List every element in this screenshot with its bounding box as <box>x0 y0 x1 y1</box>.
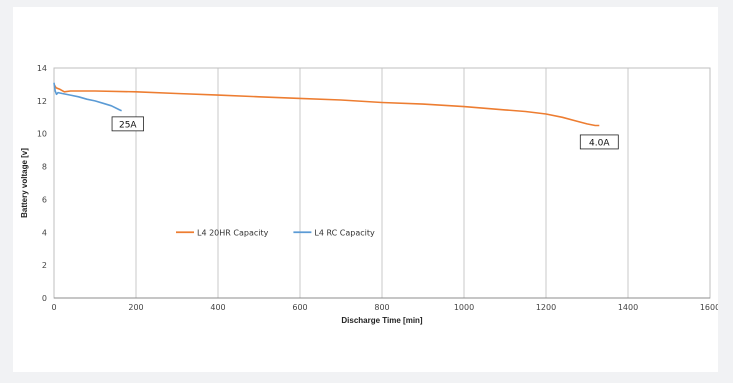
series-line-l4-20hr-capacity <box>53 83 600 127</box>
chart-card: Discharge Time [min] Battery voltage [v]… <box>13 7 718 372</box>
x-tick-label: 400 <box>210 303 225 312</box>
discharge-chart: Discharge Time [min] Battery voltage [v]… <box>20 64 718 325</box>
callout-label: 25A <box>119 120 137 130</box>
x-tick-label: 0 <box>51 303 56 312</box>
y-tick-label: 14 <box>37 64 47 73</box>
y-tick-label: 6 <box>42 195 47 204</box>
callout-box <box>579 134 619 150</box>
y-axis-title: Battery voltage [v] <box>20 148 29 218</box>
y-tick-label: 4 <box>42 228 47 237</box>
series-layer <box>53 82 600 127</box>
y-tick-label: 8 <box>42 163 47 172</box>
series-line-l4-rc-capacity <box>53 82 122 112</box>
x-tick-label: 600 <box>292 303 307 312</box>
x-tick-label: 800 <box>374 303 389 312</box>
legend-label: L4 RC Capacity <box>314 228 375 237</box>
x-tick-label: 1400 <box>618 303 638 312</box>
legend: L4 20HR Capacity L4 RC Capacity <box>176 228 375 237</box>
callout-box <box>111 116 144 132</box>
legend-label: L4 20HR Capacity <box>197 228 269 237</box>
callout-label: 4.0A <box>589 138 610 148</box>
y-tick-label: 12 <box>37 97 47 106</box>
x-tick-label: 1200 <box>536 303 556 312</box>
y-tick-label: 10 <box>37 130 47 139</box>
y-tick-label: 2 <box>42 261 47 270</box>
axis-layer: Discharge Time [min] Battery voltage [v]… <box>20 64 718 325</box>
x-tick-label: 1600 <box>700 303 718 312</box>
y-tick-label: 0 <box>42 294 47 303</box>
x-tick-label: 200 <box>128 303 143 312</box>
annotation-layer: 25A 4.0A <box>111 116 619 150</box>
x-axis-title: Discharge Time [min] <box>341 316 423 325</box>
x-tick-label: 1000 <box>454 303 474 312</box>
